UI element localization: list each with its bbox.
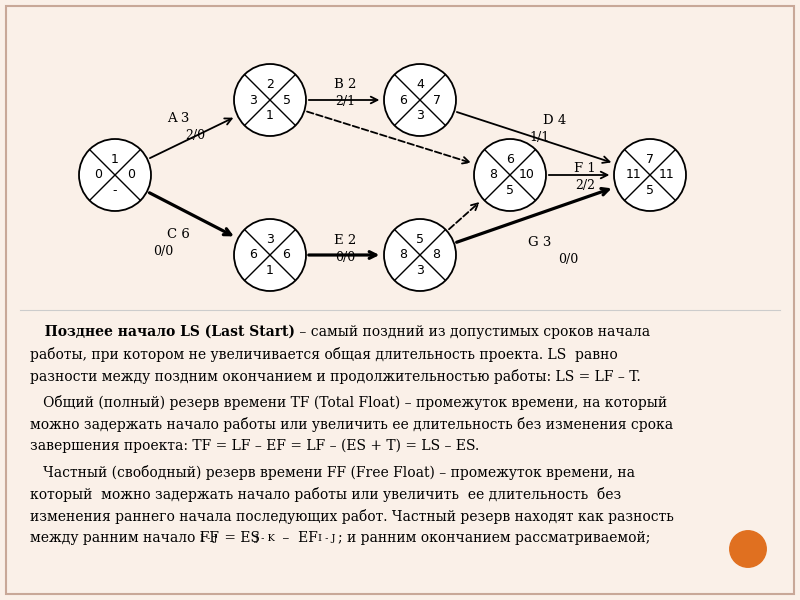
Text: 11: 11 [626,169,642,181]
Text: 6: 6 [282,248,290,262]
Text: D 4: D 4 [543,113,566,127]
Text: J - K: J - K [255,534,276,543]
Text: между ранним начало FF: между ранним начало FF [30,531,219,545]
Text: ; и ранним окончанием рассматриваемой;: ; и ранним окончанием рассматриваемой; [338,531,650,545]
Text: 2/0: 2/0 [185,128,205,142]
Text: 1/1: 1/1 [530,130,550,143]
Text: работы, при котором не увеличивается общая длительность проекта. LS  равно: работы, при котором не увеличивается общ… [30,347,618,362]
Circle shape [234,64,306,136]
Circle shape [730,531,766,567]
Text: –  EF: – EF [278,531,318,545]
Text: 1: 1 [111,154,119,166]
Text: 1: 1 [266,263,274,277]
Text: = ES: = ES [220,531,260,545]
Text: который  можно задержать начало работы или увеличить  ее длительность  без: который можно задержать начало работы ил… [30,487,622,502]
Text: разности между поздним окончанием и продолжительностью работы: LS = LF – T.: разности между поздним окончанием и прод… [30,369,641,384]
Text: -: - [113,184,118,197]
Text: 1: 1 [266,109,274,122]
Text: F 1: F 1 [574,161,596,175]
Text: 3: 3 [416,263,424,277]
Text: можно задержать начало работы или увеличить ее длительность без изменения срока: можно задержать начало работы или увелич… [30,417,673,432]
Text: 6: 6 [506,154,514,166]
Text: C 6: C 6 [166,229,190,241]
Text: A 3: A 3 [167,112,189,124]
Text: 8: 8 [433,248,441,262]
Text: 5: 5 [646,184,654,197]
Text: 0/0: 0/0 [335,251,355,265]
Text: – самый поздний из допустимых сроков начала: – самый поздний из допустимых сроков нач… [295,325,650,339]
Text: E 2: E 2 [334,233,356,247]
Text: 11: 11 [658,169,674,181]
Text: Позднее начало LS (Last Start): Позднее начало LS (Last Start) [30,325,295,339]
Text: 5: 5 [282,94,290,107]
Text: 0/0: 0/0 [153,245,173,259]
Text: Частный (свободный) резерв времени FF (Free Float) – промежуток времени, на: Частный (свободный) резерв времени FF (F… [30,465,635,480]
Circle shape [384,219,456,291]
Circle shape [614,139,686,211]
Text: G 3: G 3 [528,236,552,250]
Text: завершения проекта: TF = LF – EF = LF – (ES + T) = LS – ES.: завершения проекта: TF = LF – EF = LF – … [30,439,479,454]
Text: 3: 3 [416,109,424,122]
Text: 2/1: 2/1 [335,95,355,109]
Text: 8: 8 [490,169,498,181]
Text: Общий (полный) резерв времени TF (Total Float) – промежуток времени, на который: Общий (полный) резерв времени TF (Total … [30,395,667,410]
Text: I - J: I - J [318,534,335,543]
Text: 4: 4 [416,79,424,91]
Text: 6: 6 [250,248,258,262]
Text: изменения раннего начала последующих работ. Частный резерв находят как разность: изменения раннего начала последующих раб… [30,509,674,524]
Circle shape [384,64,456,136]
Text: I - J: I - J [200,534,218,543]
Text: 7: 7 [433,94,441,107]
Text: 10: 10 [518,169,534,181]
Text: 7: 7 [646,154,654,166]
Text: 2: 2 [266,79,274,91]
Text: 0: 0 [94,169,102,181]
Text: 0/0: 0/0 [558,253,578,266]
Circle shape [234,219,306,291]
Text: 5: 5 [416,233,424,247]
Text: 3: 3 [250,94,258,107]
Text: 3: 3 [266,233,274,247]
Text: 2/2: 2/2 [575,179,595,191]
Text: 0: 0 [127,169,135,181]
Text: 5: 5 [506,184,514,197]
Text: B 2: B 2 [334,79,356,91]
Text: 8: 8 [399,248,407,262]
Circle shape [474,139,546,211]
Circle shape [79,139,151,211]
Text: 6: 6 [399,94,407,107]
